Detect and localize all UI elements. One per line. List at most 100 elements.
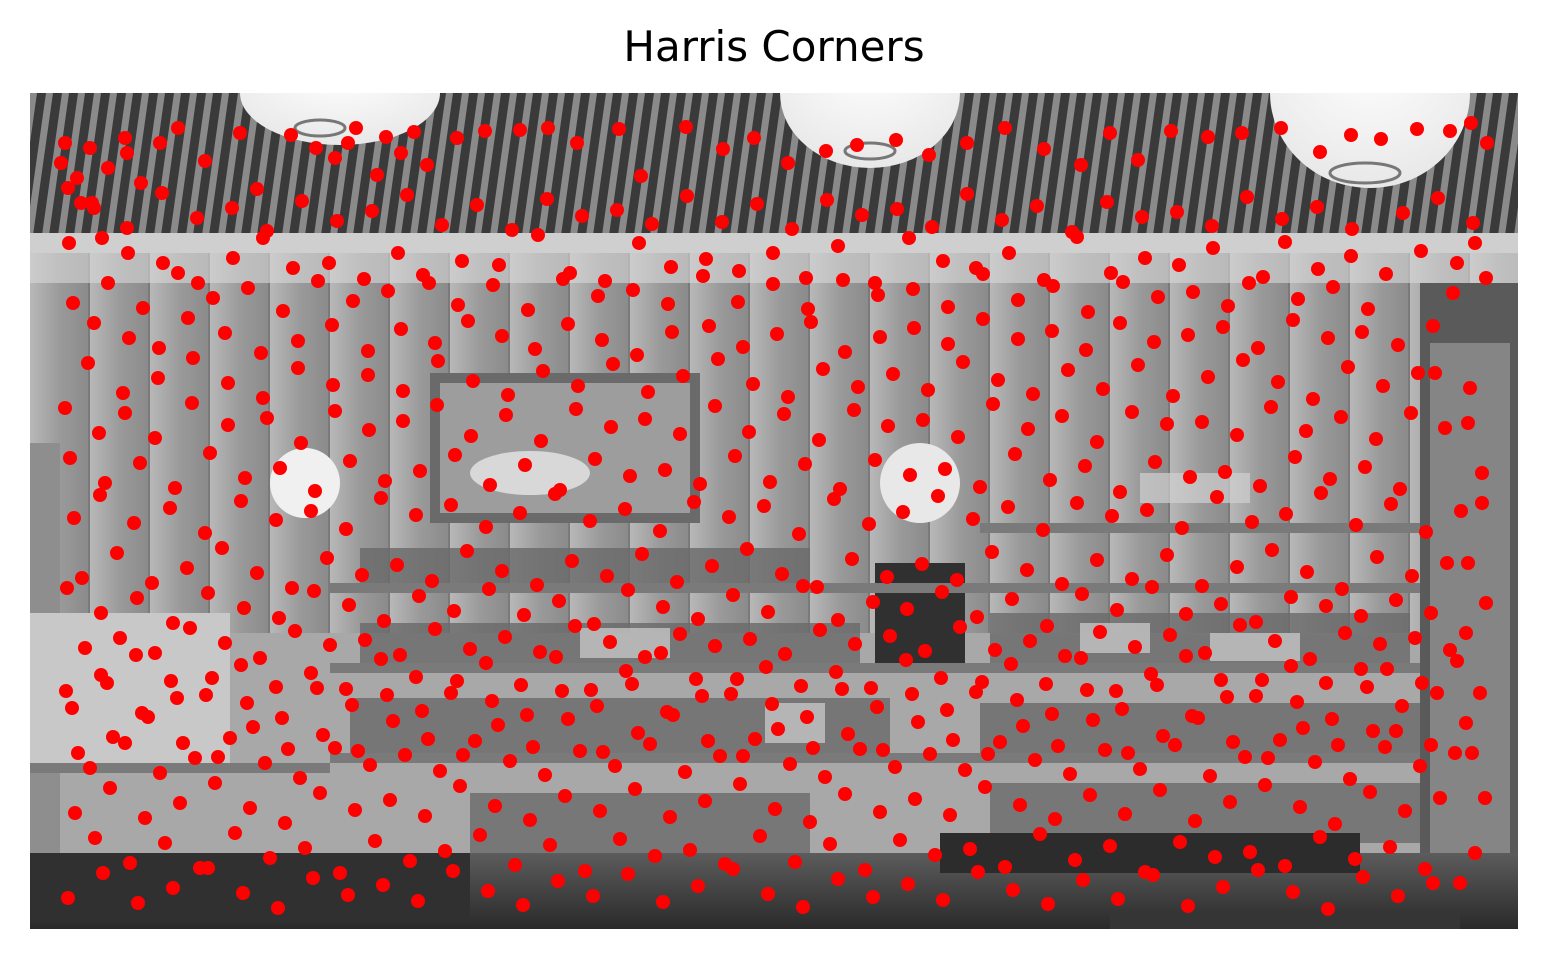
corner-point [941,337,955,351]
corner-point [339,682,353,696]
corner-point [103,781,117,795]
corner-point [595,333,609,347]
corner-point [110,546,124,560]
corner-point [1459,716,1473,730]
corner-point [1148,455,1162,469]
corner-point [654,646,668,660]
corner-point [785,222,799,236]
corner-point [120,146,134,160]
corner-point [191,276,205,290]
corner-point [1321,902,1335,916]
corner-point [728,449,742,463]
corner-point [123,856,137,870]
corner-point [1391,889,1405,903]
corner-point [736,749,750,763]
corner-point [858,863,872,877]
corner-point [374,491,388,505]
corner-point [831,872,845,886]
corner-point [889,133,903,147]
corner-point [403,854,417,868]
corner-point [1068,853,1082,867]
corner-point [246,720,260,734]
corner-point [1242,276,1256,290]
corner-point [1264,400,1278,414]
corner-point [444,498,458,512]
corner-point [568,619,582,633]
corner-point [661,297,675,311]
corner-point [1478,791,1492,805]
corner-point [1140,503,1154,517]
corner-point [763,475,777,489]
corner-point [998,121,1012,135]
corner-point [379,130,393,144]
corner-point [848,637,862,651]
harris-corners-figure [30,93,1518,929]
corner-point [316,728,330,742]
corner-point [164,674,178,688]
corner-point [1026,387,1040,401]
corner-point [198,526,212,540]
corner-point [1006,883,1020,897]
corner-point [1103,839,1117,853]
corner-point [390,558,404,572]
corner-point [1040,619,1054,633]
corner-point [1251,863,1265,877]
corner-point [868,276,882,290]
corner-point [873,805,887,819]
corner-point [415,704,429,718]
corner-point [708,639,722,653]
corner-point [1145,580,1159,594]
corner-point [1341,360,1355,374]
corner-point [1249,615,1263,629]
corner-point [1074,651,1088,665]
corner-point [716,142,730,156]
corner-point [118,131,132,145]
corner-point [845,552,859,566]
corner-point [1311,262,1325,276]
corner-point [701,734,715,748]
corner-point [1326,280,1340,294]
corner-point [208,776,222,790]
corner-point [608,759,622,773]
corner-point [1046,279,1060,293]
corner-point [973,480,987,494]
corner-point [492,258,506,272]
corner-point [130,591,144,605]
corner-point [531,228,545,242]
corner-point [632,236,646,250]
corner-point [275,711,289,725]
corner-point [376,878,390,892]
corner-point [985,545,999,559]
corner-point [138,811,152,825]
corner-point [781,156,795,170]
corner-point [628,782,642,796]
corner-point [1389,593,1403,607]
corner-point [876,743,890,757]
corner-point [1238,750,1252,764]
corner-point [349,121,363,135]
corner-point [398,748,412,762]
corner-point [361,368,375,382]
corner-point [768,802,782,816]
corner-point [517,608,531,622]
corner-point [418,809,432,823]
corner-point [641,385,655,399]
corner-point [630,348,644,362]
corner-point [1343,772,1357,786]
corner-point [466,374,480,388]
corner-point [978,780,992,794]
corner-point [1290,695,1304,709]
corner-point [1061,363,1075,377]
corner-point [298,841,312,855]
corner-point [1370,550,1384,564]
corner-point [736,340,750,354]
corner-point [893,833,907,847]
figure-title: Harris Corners [623,22,925,71]
corner-point [505,223,519,237]
corner-point [1268,634,1282,648]
corner-point [1356,870,1370,884]
corner-point [341,888,355,902]
corner-point [906,282,920,296]
corner-point [433,764,447,778]
corner-point [1008,447,1022,461]
